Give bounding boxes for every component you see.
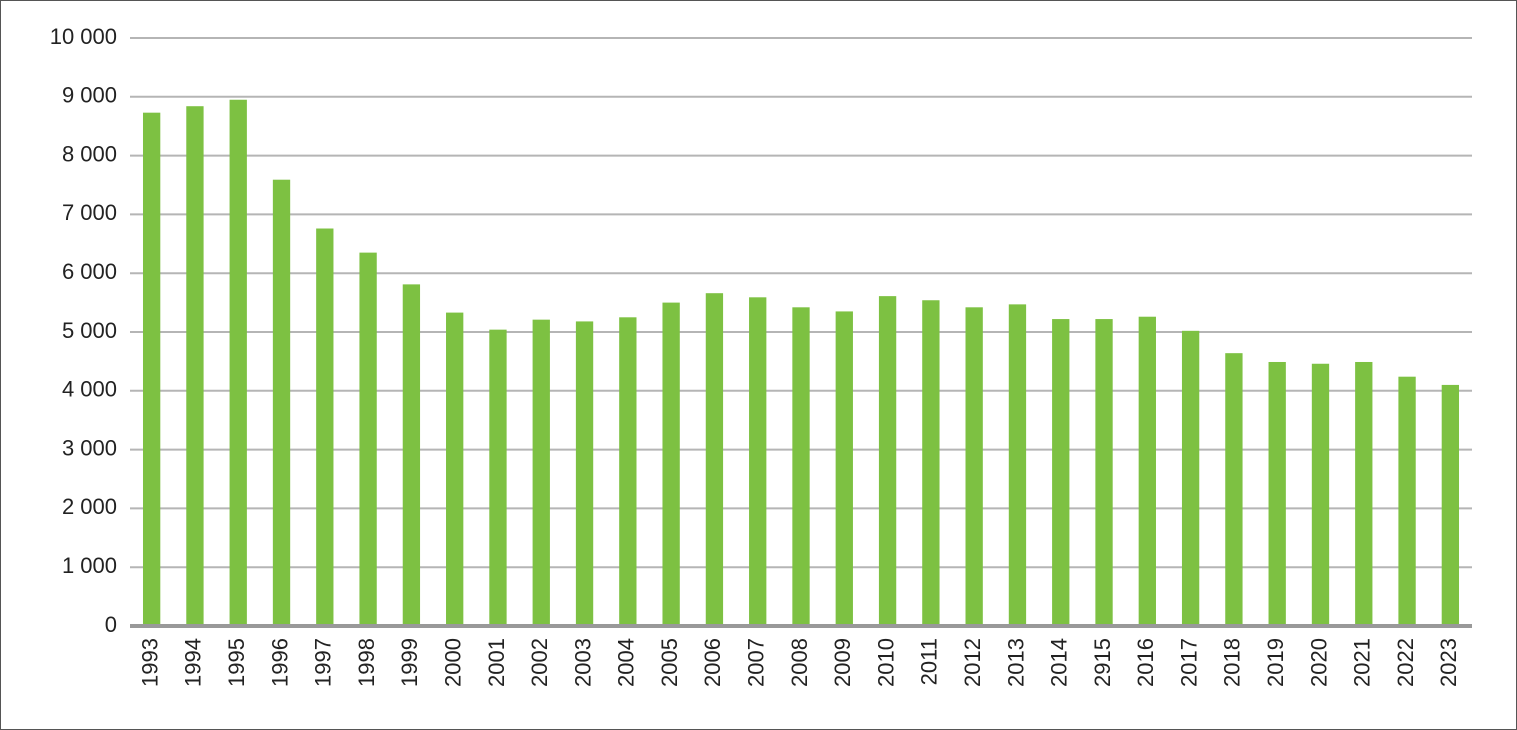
- x-tick-label: 1994: [181, 638, 206, 687]
- y-tick-label: 8 000: [62, 141, 117, 166]
- bar: [835, 311, 853, 626]
- bar: [575, 321, 594, 626]
- x-tick-label: 2016: [1133, 638, 1158, 687]
- x-tick-label: 2006: [700, 638, 725, 687]
- bar: [1095, 319, 1113, 626]
- x-tick-label: 2000: [440, 638, 465, 687]
- y-tick-label: 9 000: [62, 83, 117, 108]
- x-tick-label: 1996: [267, 638, 292, 687]
- x-tick-label: 2003: [570, 638, 595, 687]
- bar: [792, 307, 810, 626]
- bar: [229, 99, 247, 627]
- y-tick-label: 5 000: [62, 318, 117, 343]
- bar: [402, 284, 421, 626]
- y-tick-label: 1 000: [62, 553, 117, 578]
- x-tick-label: 2915: [1090, 638, 1115, 687]
- y-tick-label: 7 000: [62, 200, 117, 225]
- x-tick-label: 2021: [1350, 638, 1375, 687]
- x-tick-label: 2020: [1306, 638, 1331, 687]
- x-tick-label: 1995: [224, 638, 249, 687]
- bar: [1225, 353, 1243, 626]
- bar: [446, 312, 464, 626]
- bar: [749, 297, 767, 626]
- x-tick-label: 2001: [484, 638, 509, 687]
- x-tick-label: 1999: [397, 638, 422, 687]
- bar: [186, 106, 204, 626]
- bar: [1355, 361, 1373, 626]
- x-tick-label: 2019: [1263, 638, 1288, 687]
- bar: [1398, 376, 1416, 626]
- y-tick-label: 6 000: [62, 259, 117, 284]
- bar: [1181, 330, 1200, 626]
- y-tick-label: 4 000: [62, 377, 117, 402]
- x-tick-label: 2002: [527, 638, 552, 687]
- x-tick-label: 2010: [873, 638, 898, 687]
- x-tick-label: 2017: [1176, 638, 1201, 687]
- bar: [662, 302, 680, 626]
- x-tick-label: 2009: [830, 638, 855, 687]
- x-tick-label: 2004: [614, 638, 639, 687]
- bar: [878, 296, 897, 626]
- bar: [1138, 316, 1156, 626]
- x-tick-label: 2013: [1003, 638, 1028, 687]
- bar: [489, 329, 507, 626]
- x-tick-label: 2018: [1220, 638, 1245, 687]
- bar: [316, 228, 334, 626]
- y-tick-label: 3 000: [62, 435, 117, 460]
- bar: [272, 179, 291, 626]
- x-tick-label: 2012: [960, 638, 985, 687]
- x-tick-label: 2005: [657, 638, 682, 687]
- bar: [922, 300, 940, 626]
- y-tick-label: 2 000: [62, 494, 117, 519]
- bar: [619, 317, 637, 626]
- x-tick-label: 2023: [1436, 638, 1461, 687]
- bar: [1311, 363, 1330, 626]
- bar: [532, 319, 550, 626]
- x-tick-label: 1993: [137, 638, 162, 687]
- y-tick-label: 0: [105, 612, 117, 637]
- y-tick-label: 10 000: [50, 24, 117, 49]
- bar: [359, 252, 377, 626]
- x-tick-label: 1997: [311, 638, 336, 687]
- x-tick-label: 2011: [917, 638, 942, 685]
- x-tick-label: 1998: [354, 638, 379, 687]
- bar: [705, 293, 724, 626]
- bar: [1441, 384, 1460, 626]
- x-tick-label: 2007: [744, 638, 769, 687]
- bar: [1268, 361, 1286, 626]
- bar: [1008, 304, 1027, 626]
- x-tick-label: 2008: [787, 638, 812, 687]
- bar: [965, 307, 983, 626]
- x-tick-label: 2022: [1393, 638, 1418, 687]
- bar: [142, 112, 161, 626]
- bar: [1052, 319, 1070, 626]
- x-tick-label: 2014: [1047, 638, 1072, 687]
